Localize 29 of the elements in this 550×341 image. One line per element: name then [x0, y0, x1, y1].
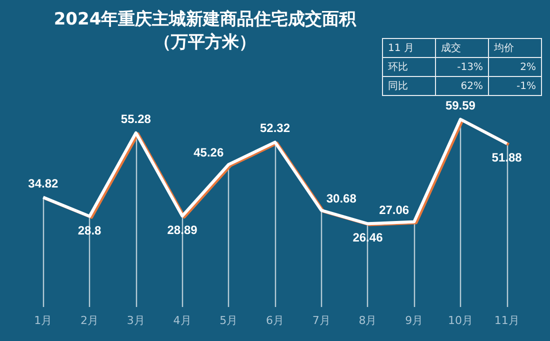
- text: -13%: [436, 58, 488, 76]
- x-tick-label: 10月: [448, 314, 473, 327]
- text: 均价: [488, 38, 542, 58]
- x-tick-label: 11月: [494, 314, 520, 327]
- x-tick-label: 4月: [173, 314, 192, 327]
- data-label: 45.26: [194, 145, 224, 160]
- data-label: 59.59: [445, 98, 476, 112]
- text: 同比: [382, 76, 436, 96]
- text: 11 月: [382, 38, 436, 58]
- chart-subtitle: （万平方米）: [154, 32, 256, 52]
- x-tick-label: 3月: [126, 314, 145, 327]
- text: -1%: [488, 76, 542, 96]
- data-label: 27.06: [379, 202, 410, 217]
- x-tick-label: 9月: [405, 314, 424, 327]
- x-tick-label: 8月: [358, 314, 377, 327]
- x-tick-label: 5月: [220, 314, 238, 327]
- x-tick-label: 7月: [312, 314, 330, 327]
- text: 2%: [488, 58, 542, 76]
- data-label: 30.68: [326, 191, 357, 206]
- x-tick-label: 2月: [80, 314, 99, 327]
- text: 成交: [436, 38, 488, 58]
- text: 环比: [382, 58, 436, 76]
- data-label: 52.32: [260, 121, 290, 136]
- chart-title: 2024年重庆主城新建商品住宅成交面积: [54, 10, 358, 30]
- x-tick-label: 1月: [34, 314, 52, 327]
- data-label: 34.82: [28, 176, 59, 190]
- text: 62%: [436, 76, 488, 96]
- x-tick-label: 6月: [266, 314, 284, 327]
- data-label: 55.28: [120, 112, 152, 126]
